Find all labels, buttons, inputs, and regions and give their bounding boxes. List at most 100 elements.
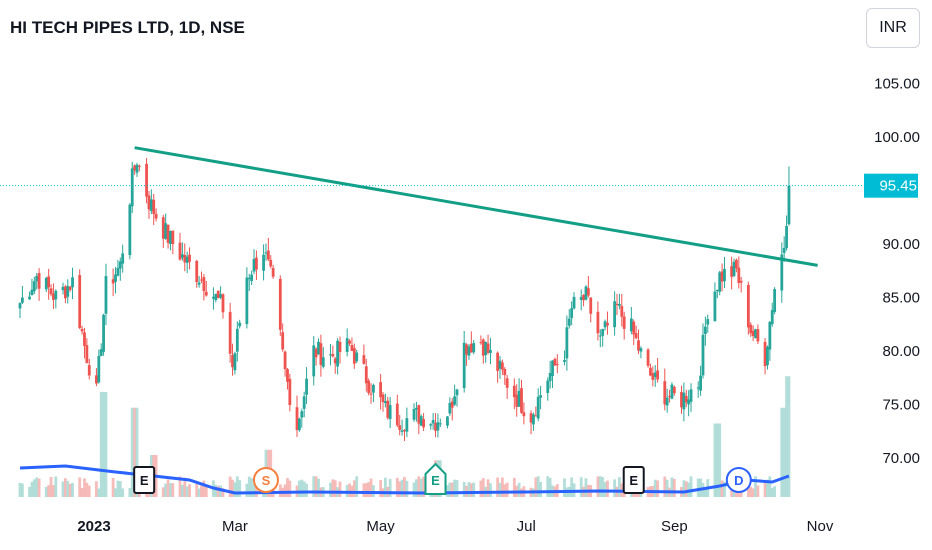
volume-bar: [696, 478, 700, 497]
volume-bar: [546, 476, 550, 497]
volume-bar: [613, 479, 617, 497]
volume-bar: [102, 392, 105, 497]
volume-bar: [66, 480, 70, 497]
candle-body: [149, 199, 153, 211]
candle-body: [737, 267, 741, 284]
volume-bar: [104, 392, 108, 497]
volume-bar: [730, 486, 734, 497]
candle-body: [715, 289, 719, 291]
candle-body: [288, 378, 292, 406]
volume-bar: [364, 483, 368, 497]
last-price-tag-bg: [864, 173, 918, 198]
volume-bar: [231, 479, 234, 497]
y-tick-label: 90.00: [882, 236, 920, 253]
currency-button[interactable]: INR: [866, 8, 920, 48]
candle-body: [649, 367, 652, 376]
volume-bar: [247, 476, 251, 497]
time-axis[interactable]: 2023 Mar May Jul Sep Nov: [77, 518, 833, 535]
event-marker-earnings[interactable]: E: [424, 462, 447, 495]
candle-body: [412, 408, 416, 420]
candle-body: [264, 252, 268, 254]
candle-body: [383, 401, 387, 404]
candle-body: [121, 253, 125, 264]
volume-bar: [785, 376, 788, 497]
volume-bar: [221, 488, 225, 497]
volume-bar: [68, 483, 72, 497]
candle-body: [388, 405, 392, 420]
candle-body: [706, 319, 710, 325]
event-marker-label: D: [734, 473, 743, 488]
candle-body: [548, 372, 552, 382]
volume-bar: [754, 476, 757, 497]
event-marker-earnings[interactable]: E: [133, 466, 156, 494]
volume-bar: [99, 392, 103, 497]
volume-bar: [202, 480, 206, 497]
candle-body: [503, 368, 507, 376]
volume-bar: [584, 478, 588, 497]
candle-body: [47, 276, 51, 288]
volume-bar: [314, 476, 318, 497]
candle-body: [539, 395, 542, 398]
x-tick-label: May: [366, 518, 395, 535]
candle-body: [651, 373, 655, 380]
candle-body: [663, 381, 667, 405]
candle-body: [321, 357, 325, 367]
candle-body: [417, 405, 421, 424]
last-price-label: 95.45: [879, 178, 917, 195]
volume-bar: [486, 479, 490, 497]
event-marker-frame: [252, 467, 279, 493]
candle-body: [298, 418, 301, 431]
candle-body: [496, 352, 500, 371]
volume-bar: [496, 477, 500, 497]
volume-bar: [749, 486, 753, 497]
y-tick-label: 105.00: [874, 76, 920, 93]
volume-bar: [183, 477, 187, 497]
candle-body: [582, 294, 585, 301]
candle-body: [369, 393, 373, 395]
candle-body: [613, 301, 617, 328]
candle-body: [787, 185, 791, 225]
candle-body: [78, 275, 82, 329]
candle-body: [104, 276, 108, 314]
volume-bar: [718, 423, 722, 497]
candle-body: [147, 195, 151, 210]
candle-body: [481, 339, 485, 356]
volume-bar: [288, 480, 292, 497]
volume-bar: [770, 487, 774, 497]
candle-body: [656, 370, 660, 380]
x-tick-label: Sep: [661, 518, 688, 535]
volume-bar: [682, 480, 686, 497]
candle-body: [312, 345, 316, 377]
trendline[interactable]: [134, 146, 818, 267]
candle-body: [319, 343, 323, 365]
volume-bar: [448, 482, 452, 497]
volume-bar: [536, 476, 540, 497]
volume-bar: [312, 476, 316, 497]
event-marker-earnings[interactable]: E: [622, 466, 645, 494]
candle-body: [188, 254, 191, 262]
price-axis[interactable]: 70.00 75.00 80.00 85.00 90.00 95.45 100.00 105.…: [864, 76, 920, 468]
candle-body: [133, 165, 137, 171]
candle-body: [672, 386, 676, 394]
volume-bar: [118, 481, 122, 497]
volume-bar: [403, 476, 406, 497]
event-marker-split[interactable]: S: [252, 467, 279, 493]
candle-body: [231, 355, 234, 368]
volume-bar: [214, 484, 218, 497]
event-marker-dividend[interactable]: D: [725, 467, 752, 493]
candle-body: [169, 230, 172, 244]
candle-body: [701, 334, 705, 376]
candle-body: [83, 332, 86, 346]
volume-bar: [467, 482, 471, 497]
volume-bar: [512, 477, 516, 497]
candle-body: [154, 213, 158, 219]
candle-body: [532, 414, 535, 425]
volume-bar: [30, 481, 34, 497]
candle-body: [130, 168, 134, 207]
candle-body: [720, 271, 724, 282]
candle-body: [314, 348, 318, 358]
candle-body: [114, 274, 117, 282]
volume-bar: [455, 480, 459, 497]
